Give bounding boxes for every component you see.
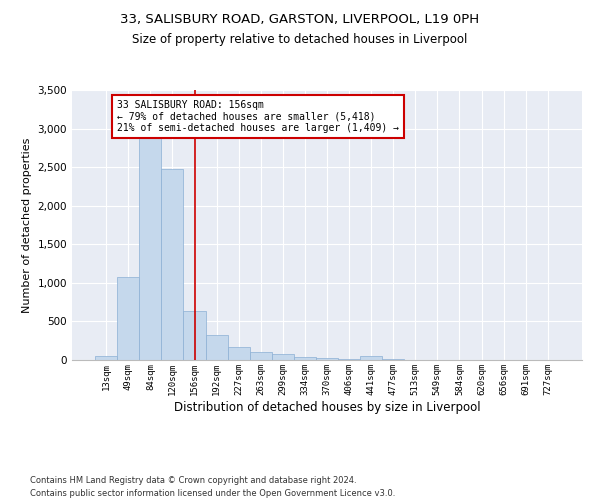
Bar [227, 346, 250, 360]
Text: Contains HM Land Registry data © Crown copyright and database right 2024.: Contains HM Land Registry data © Crown c… [30, 476, 356, 485]
Bar [250, 352, 272, 360]
Text: 33, SALISBURY ROAD, GARSTON, LIVERPOOL, L19 0PH: 33, SALISBURY ROAD, GARSTON, LIVERPOOL, … [121, 12, 479, 26]
Bar [117, 276, 139, 360]
Bar [272, 354, 294, 360]
Bar [139, 136, 161, 360]
Text: 33 SALISBURY ROAD: 156sqm
← 79% of detached houses are smaller (5,418)
21% of se: 33 SALISBURY ROAD: 156sqm ← 79% of detac… [117, 100, 399, 133]
Bar [316, 358, 338, 360]
Text: Contains public sector information licensed under the Open Government Licence v3: Contains public sector information licen… [30, 489, 395, 498]
Bar [360, 356, 382, 360]
X-axis label: Distribution of detached houses by size in Liverpool: Distribution of detached houses by size … [173, 400, 481, 413]
Bar [206, 334, 227, 360]
Bar [161, 168, 184, 360]
Bar [184, 312, 206, 360]
Bar [294, 356, 316, 360]
Bar [95, 356, 117, 360]
Bar [338, 359, 360, 360]
Y-axis label: Number of detached properties: Number of detached properties [22, 138, 32, 312]
Text: Size of property relative to detached houses in Liverpool: Size of property relative to detached ho… [133, 32, 467, 46]
